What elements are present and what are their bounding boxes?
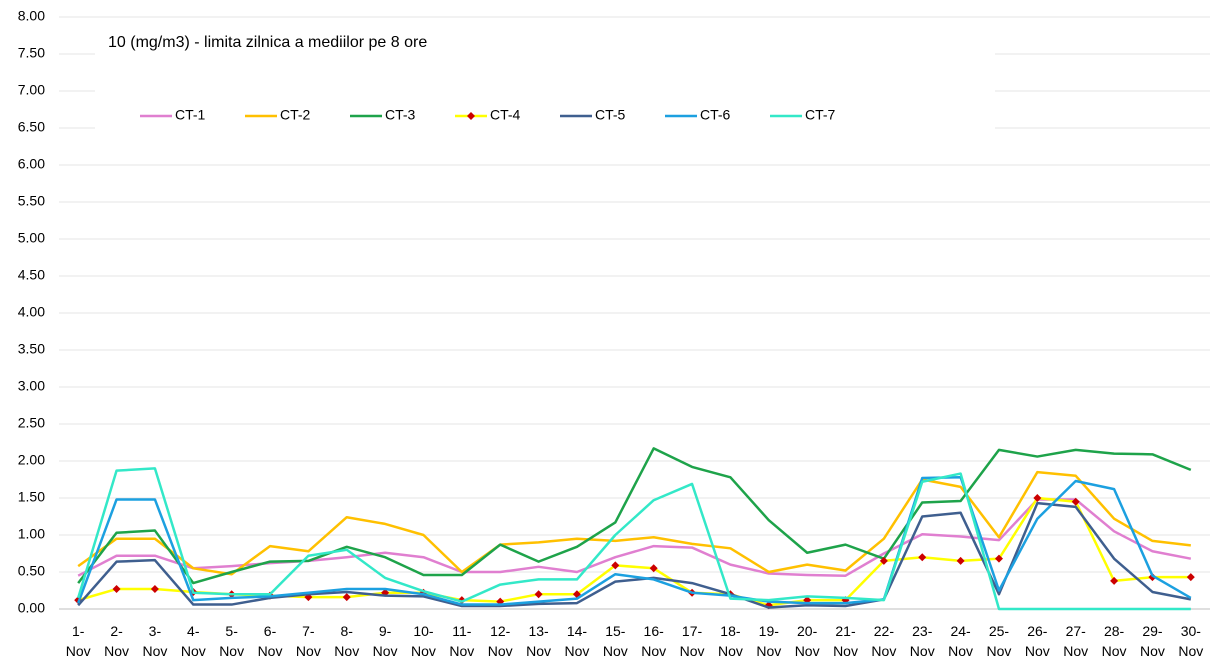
x-tick-label: 10-Nov [411, 623, 436, 659]
series-line [77, 470, 1191, 576]
x-tick-label: 6-Nov [257, 623, 283, 659]
data-point [956, 556, 965, 565]
data-point [1071, 497, 1080, 506]
x-tick-label: 7-Nov [295, 623, 321, 659]
x-tick-label: 13-Nov [526, 623, 552, 659]
y-tick-label: 0.00 [18, 600, 45, 616]
y-tick-label: 5.00 [18, 230, 45, 246]
y-tick-label: 7.50 [18, 45, 45, 61]
x-tick-label: 20-Nov [794, 623, 820, 659]
legend-label: CT-4 [490, 107, 521, 123]
x-tick-label: 8-Nov [334, 623, 360, 659]
data-point [534, 590, 543, 599]
x-tick-label: 27-Nov [1063, 623, 1089, 659]
data-point [1148, 573, 1157, 582]
y-tick-label: 3.00 [18, 378, 45, 394]
data-point [112, 585, 121, 594]
x-tick-label: 30-Nov [1178, 623, 1204, 659]
y-tick-label: 1.00 [18, 526, 45, 542]
x-tick-label: 25-Nov [986, 623, 1012, 659]
legend-label: CT-7 [805, 107, 836, 123]
x-tick-label: 29-Nov [1139, 623, 1165, 659]
legend-label: CT-1 [175, 107, 206, 123]
legend-label: CT-2 [280, 107, 311, 123]
x-tick-label: 11-Nov [449, 623, 475, 659]
data-point [1186, 573, 1195, 582]
x-tick-label: 18-Nov [717, 623, 743, 659]
y-tick-label: 8.00 [18, 8, 45, 24]
x-tick-label: 26-Nov [1024, 623, 1050, 659]
x-tick-label: 22-Nov [871, 623, 897, 659]
x-tick-label: 24-Nov [948, 623, 974, 659]
x-tick-label: 5-Nov [219, 623, 245, 659]
data-point [1110, 576, 1119, 585]
legend-box [95, 24, 995, 142]
x-tick-label: 23-Nov [909, 623, 935, 659]
x-tick-label: 4-Nov [180, 623, 206, 659]
data-point [611, 561, 620, 570]
y-tick-label: 5.50 [18, 193, 45, 209]
y-tick-label: 1.50 [18, 489, 45, 505]
chart-title: 10 (mg/m3) - limita zilnica a mediilor p… [108, 34, 427, 51]
data-point [649, 564, 658, 573]
series-line [77, 476, 1192, 606]
y-tick-label: 3.50 [18, 341, 45, 357]
x-tick-label: 1-Nov [65, 623, 91, 659]
x-tick-label: 2-Nov [104, 623, 129, 659]
data-point [994, 554, 1003, 563]
legend-label: CT-3 [385, 107, 416, 123]
x-tick-label: 28-Nov [1101, 623, 1127, 659]
x-tick-label: 21-Nov [833, 623, 858, 659]
legend-label: CT-6 [700, 107, 731, 123]
data-point [879, 556, 888, 565]
y-tick-label: 4.50 [18, 267, 45, 283]
x-tick-label: 12-Nov [487, 623, 513, 659]
legend-label: CT-5 [595, 107, 626, 123]
y-tick-label: 6.50 [18, 119, 45, 135]
y-tick-label: 6.00 [18, 156, 45, 172]
x-tick-label: 9-Nov [372, 623, 398, 659]
series-line [76, 467, 1191, 611]
y-tick-label: 4.00 [18, 304, 45, 320]
series-line [77, 447, 1192, 585]
x-tick-label: 14-Nov [564, 623, 590, 659]
data-point [150, 585, 159, 594]
data-point [342, 593, 351, 602]
y-tick-label: 2.50 [18, 415, 45, 431]
legend-marker [467, 112, 475, 120]
data-point [918, 553, 927, 562]
y-tick-label: 2.00 [18, 452, 45, 468]
x-tick-label: 19-Nov [756, 623, 782, 659]
x-tick-label: 16-Nov [641, 623, 667, 659]
x-tick-label: 17-Nov [679, 623, 705, 659]
x-tick-label: 3-Nov [142, 623, 168, 659]
x-tick-label: 15-Nov [602, 623, 628, 659]
y-tick-label: 7.00 [18, 82, 45, 98]
y-tick-label: 0.50 [18, 563, 45, 579]
data-point [1033, 494, 1042, 502]
